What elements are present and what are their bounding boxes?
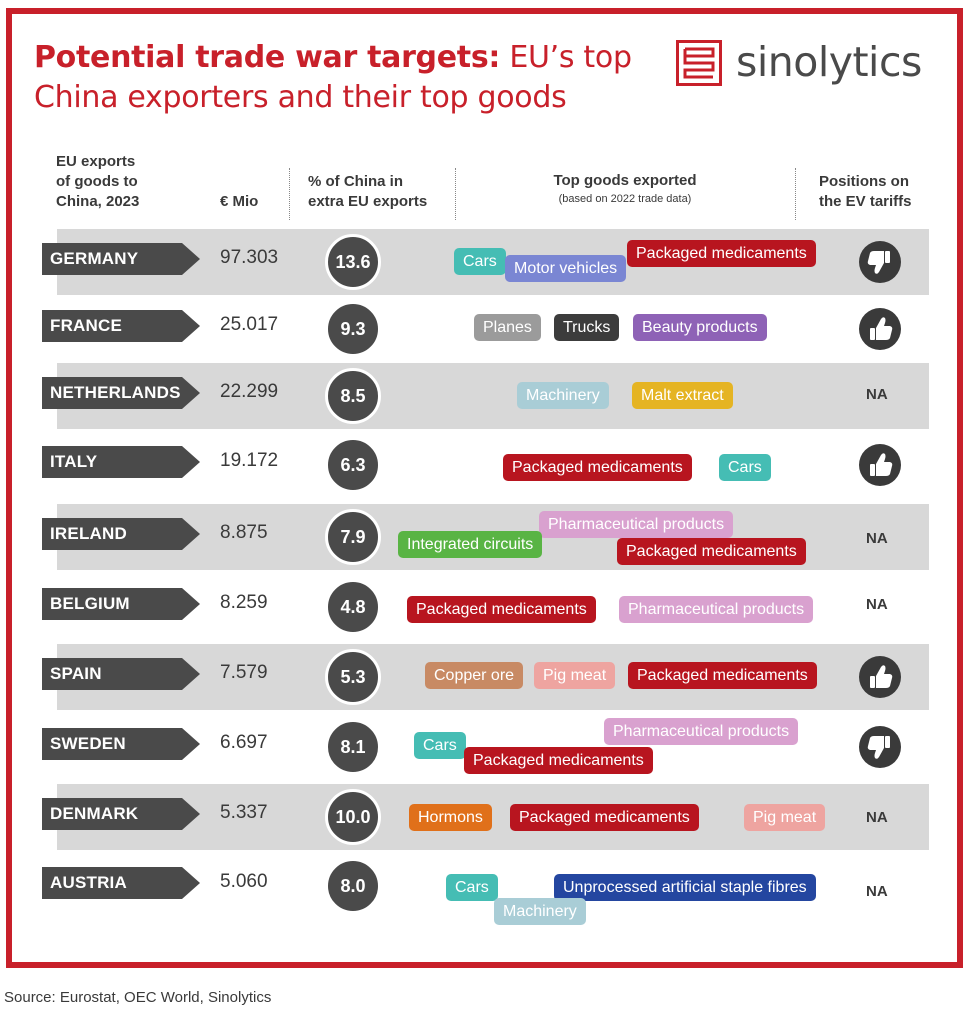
goods-chip: Pig meat xyxy=(744,804,826,831)
goods-chip: Cars xyxy=(719,454,771,481)
title-bold: Potential trade war targets: xyxy=(34,40,501,75)
ev-position-na: NA xyxy=(866,530,888,547)
goods-chip: Packaged medicaments xyxy=(407,596,596,623)
title-line2: China exporters and their top goods xyxy=(34,80,567,115)
exports-value: 97.303 xyxy=(220,247,279,268)
thumbs-down-icon xyxy=(858,240,902,284)
goods-chip: Packaged medicaments xyxy=(628,662,817,689)
exports-value: 8.875 xyxy=(220,522,268,543)
goods-chip: Packaged medicaments xyxy=(503,454,692,481)
country-label: ITALY xyxy=(42,446,200,478)
header-ev-position: Positions on the EV tariffs xyxy=(819,172,912,212)
goods-chip: Hormons xyxy=(409,804,492,831)
country-label: DENMARK xyxy=(42,798,200,830)
share-circle: 8.5 xyxy=(325,368,381,424)
share-circle: 5.3 xyxy=(325,649,381,705)
exports-value: 8.259 xyxy=(220,592,268,613)
share-circle: 7.9 xyxy=(325,509,381,565)
country-label: GERMANY xyxy=(42,243,200,275)
goods-chip: Cars xyxy=(414,732,466,759)
goods-chip: Pharmaceutical products xyxy=(604,718,799,745)
goods-chip: Pharmaceutical products xyxy=(619,596,814,623)
ev-position-na: NA xyxy=(866,883,888,900)
title-rest: EU’s top xyxy=(500,40,632,75)
goods-chip: Cars xyxy=(454,248,506,275)
table-row: ITALY 19.172 6.3 xyxy=(0,432,971,498)
share-circle: 4.8 xyxy=(325,579,381,635)
header-ev-line1: Positions on xyxy=(819,173,909,190)
goods-chip: Unprocessed artificial staple fibres xyxy=(554,874,816,901)
exports-value: 6.697 xyxy=(220,732,268,753)
share-circle: 8.0 xyxy=(325,858,381,914)
header-share-line2: extra EU exports xyxy=(308,193,428,210)
table-row: GERMANY 97.303 13.6 xyxy=(0,229,971,295)
country-label: AUSTRIA xyxy=(42,867,200,899)
ev-position-na: NA xyxy=(866,596,888,613)
thumbs-down-icon xyxy=(858,725,902,769)
exports-value: 22.299 xyxy=(220,381,279,402)
table-row: AUSTRIA 5.060 8.0 xyxy=(0,853,971,919)
header-top-goods-sub: (based on 2022 trade data) xyxy=(558,193,692,205)
table-row: SWEDEN 6.697 8.1 xyxy=(0,714,971,780)
header-share-line1: % of China in xyxy=(308,173,403,190)
header-exports-line1: EU exports xyxy=(56,153,136,170)
goods-chip: Copper ore xyxy=(425,662,524,689)
thumbs-up-icon xyxy=(858,307,902,351)
country-label: IRELAND xyxy=(42,518,200,550)
share-circle: 8.1 xyxy=(325,719,381,775)
header-eur-mio: € Mio xyxy=(220,193,259,210)
header-exports-line2: of goods to xyxy=(56,173,138,190)
goods-chip: Integrated circuits xyxy=(398,531,543,558)
goods-chip: Machinery xyxy=(494,898,586,925)
goods-chip: Motor vehicles xyxy=(505,255,627,282)
goods-chip: Packaged medicaments xyxy=(617,538,806,565)
table-row: NETHERLANDS 22.299 8.5 xyxy=(0,363,971,429)
goods-chip: Beauty products xyxy=(633,314,767,341)
goods-chip: Cars xyxy=(446,874,498,901)
row-background xyxy=(57,363,929,429)
ev-position-na: NA xyxy=(866,386,888,403)
share-circle: 9.3 xyxy=(325,301,381,357)
table-row: BELGIUM 8.259 4.8 xyxy=(0,574,971,640)
country-label: FRANCE xyxy=(42,310,200,342)
goods-chip: Planes xyxy=(474,314,541,341)
goods-chip: Machinery xyxy=(517,382,609,409)
header-share: % of China in extra EU exports xyxy=(308,172,427,212)
share-circle: 10.0 xyxy=(325,789,381,845)
table-row: FRANCE 25.017 9.3 xyxy=(0,296,971,362)
country-label: NETHERLANDS xyxy=(42,377,200,409)
goods-chip: Pig meat xyxy=(534,662,616,689)
sinolytics-logo-icon xyxy=(676,40,722,86)
exports-value: 7.579 xyxy=(220,662,268,683)
goods-chip: Packaged medicaments xyxy=(510,804,699,831)
exports-value: 25.017 xyxy=(220,314,279,335)
goods-chip: Packaged medicaments xyxy=(464,747,653,774)
share-circle: 13.6 xyxy=(325,234,381,290)
brand-name: sinolytics xyxy=(736,38,922,86)
thumbs-up-icon xyxy=(858,443,902,487)
country-label: SPAIN xyxy=(42,658,200,690)
chart-title: Potential trade war targets: EU’s top Ch… xyxy=(34,38,632,118)
exports-value: 5.337 xyxy=(220,802,268,823)
header-divider xyxy=(795,168,796,220)
header-top-goods: Top goods exported xyxy=(553,172,697,189)
share-circle: 6.3 xyxy=(325,437,381,493)
header-exports: EU exports of goods to China, 2023 xyxy=(56,152,139,212)
header-exports-line3: China, 2023 xyxy=(56,193,140,210)
ev-position-na: NA xyxy=(866,809,888,826)
goods-chip: Pharmaceutical products xyxy=(539,511,734,538)
table-row: DENMARK 5.337 10.0 xyxy=(0,784,971,850)
header-divider xyxy=(455,168,456,220)
header-divider xyxy=(289,168,290,220)
goods-chip: Malt extract xyxy=(632,382,733,409)
header-ev-line2: the EV tariffs xyxy=(819,193,912,210)
country-label: BELGIUM xyxy=(42,588,200,620)
thumbs-up-icon xyxy=(858,655,902,699)
exports-value: 5.060 xyxy=(220,871,268,892)
exports-value: 19.172 xyxy=(220,450,279,471)
source-note: Source: Eurostat, OEC World, Sinolytics xyxy=(4,989,272,1006)
goods-chip: Trucks xyxy=(554,314,620,341)
goods-chip: Packaged medicaments xyxy=(627,240,816,267)
country-label: SWEDEN xyxy=(42,728,200,760)
